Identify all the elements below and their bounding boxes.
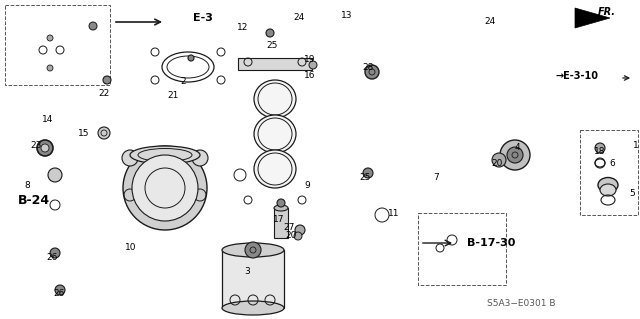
Circle shape: [363, 168, 373, 178]
Circle shape: [41, 144, 49, 152]
Circle shape: [55, 285, 65, 295]
Text: 15: 15: [78, 129, 90, 137]
Polygon shape: [235, 58, 315, 210]
Text: 2: 2: [180, 78, 186, 86]
Polygon shape: [370, 198, 395, 232]
Ellipse shape: [600, 184, 616, 196]
Circle shape: [507, 147, 523, 163]
Text: 6: 6: [609, 159, 615, 167]
Circle shape: [47, 35, 53, 41]
Text: 12: 12: [237, 24, 249, 33]
Polygon shape: [88, 222, 122, 298]
Circle shape: [245, 242, 261, 258]
Bar: [5, 5, 110, 85]
Ellipse shape: [130, 146, 200, 164]
Text: 17: 17: [273, 216, 285, 225]
Bar: [274, 208, 288, 238]
Text: B-17-30: B-17-30: [467, 238, 515, 248]
Text: 16: 16: [304, 70, 316, 79]
Text: B-24: B-24: [18, 194, 50, 206]
Circle shape: [192, 150, 208, 166]
Circle shape: [266, 29, 274, 37]
Bar: [418, 213, 506, 285]
Text: 5: 5: [629, 189, 635, 197]
Text: 20: 20: [285, 231, 297, 240]
Circle shape: [595, 143, 605, 153]
Text: S5A3−E0301 B: S5A3−E0301 B: [487, 300, 556, 308]
Circle shape: [500, 140, 530, 170]
Circle shape: [47, 65, 53, 71]
Circle shape: [277, 199, 285, 207]
Text: 11: 11: [388, 209, 400, 218]
Text: 25: 25: [266, 41, 278, 49]
Text: 1: 1: [633, 140, 639, 150]
Bar: [222, 250, 284, 308]
Text: 20: 20: [492, 159, 502, 167]
Text: E-3: E-3: [193, 13, 213, 23]
Ellipse shape: [222, 301, 284, 315]
Circle shape: [188, 55, 194, 61]
Circle shape: [492, 153, 506, 167]
Text: 24: 24: [293, 12, 305, 21]
Circle shape: [98, 127, 110, 139]
Ellipse shape: [254, 150, 296, 188]
Text: 19: 19: [304, 56, 316, 64]
Circle shape: [123, 146, 207, 230]
Ellipse shape: [254, 115, 296, 153]
Text: 9: 9: [304, 181, 310, 189]
Text: 8: 8: [24, 182, 30, 190]
Circle shape: [122, 150, 138, 166]
Text: 14: 14: [42, 115, 54, 124]
Circle shape: [132, 155, 198, 221]
Text: 25: 25: [359, 174, 371, 182]
Circle shape: [309, 61, 317, 69]
Polygon shape: [575, 8, 610, 28]
Text: 23: 23: [30, 140, 42, 150]
Circle shape: [89, 22, 97, 30]
Text: 3: 3: [244, 266, 250, 276]
Circle shape: [103, 76, 111, 84]
Text: 7: 7: [433, 174, 439, 182]
Circle shape: [365, 65, 379, 79]
Text: 4: 4: [514, 144, 520, 152]
Text: 18: 18: [595, 147, 605, 157]
Ellipse shape: [598, 177, 618, 192]
Circle shape: [294, 232, 302, 240]
Text: 28: 28: [362, 63, 374, 72]
Text: 21: 21: [167, 91, 179, 100]
Text: 27: 27: [284, 224, 294, 233]
Text: 26: 26: [53, 290, 65, 299]
Bar: [580, 130, 638, 215]
Circle shape: [48, 168, 62, 182]
Circle shape: [37, 140, 53, 156]
Text: 24: 24: [484, 18, 495, 26]
Ellipse shape: [274, 205, 288, 211]
Polygon shape: [378, 135, 510, 175]
Polygon shape: [145, 45, 232, 88]
Polygon shape: [38, 155, 258, 268]
Text: 13: 13: [341, 11, 353, 19]
Ellipse shape: [254, 80, 296, 118]
Text: 26: 26: [46, 254, 58, 263]
Text: FR.: FR.: [598, 7, 616, 17]
Circle shape: [295, 225, 305, 235]
Ellipse shape: [222, 243, 284, 257]
Text: →E-3-10: →E-3-10: [555, 71, 598, 81]
Text: 10: 10: [125, 243, 137, 253]
Circle shape: [50, 248, 60, 258]
Text: 22: 22: [99, 88, 109, 98]
Bar: [238, 58, 312, 70]
